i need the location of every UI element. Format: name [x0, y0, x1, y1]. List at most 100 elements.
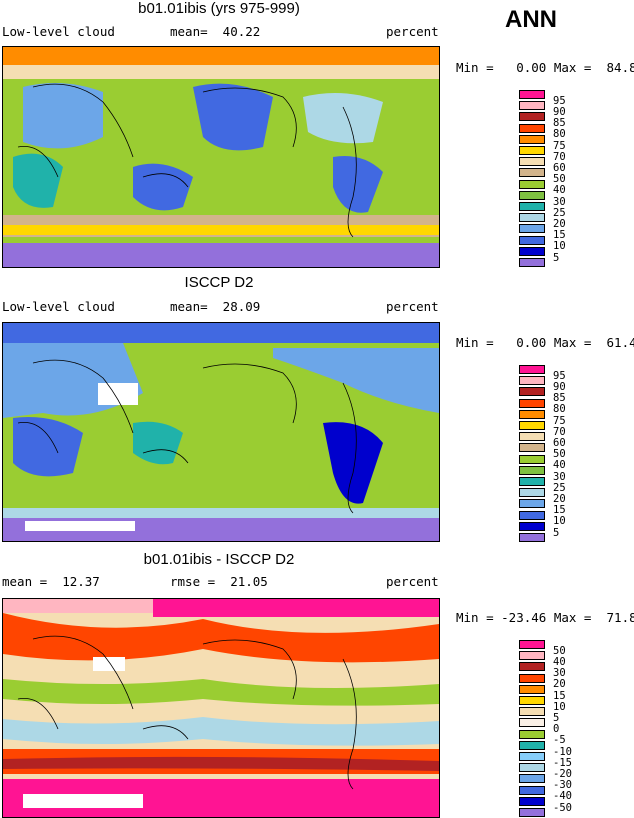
colorbar-swatch [519, 533, 545, 542]
colorbar-tick-label: -10 [553, 745, 572, 758]
colorbar-tick-label: 90 [553, 105, 566, 118]
colorbar-swatch [519, 707, 545, 717]
colorbar-swatch [519, 213, 545, 223]
colorbar-swatch [519, 376, 545, 386]
colorbar-swatch [519, 796, 545, 806]
colorbar-swatch [519, 651, 545, 661]
colorbar-tick-label: 20 [553, 492, 566, 505]
colorbar-swatch [519, 510, 545, 520]
colorbar-swatch [519, 684, 545, 694]
colorbar-swatch [519, 90, 545, 99]
colorbar-swatch [519, 258, 545, 267]
colorbar-swatch [519, 443, 545, 453]
colorbar-swatch [519, 224, 545, 234]
colorbar-swatch [519, 488, 545, 498]
colorbar-swatch [519, 696, 545, 705]
colorbar-swatch [519, 454, 545, 464]
colorbar-swatch [519, 157, 545, 167]
colorbar-swatch [519, 246, 545, 256]
colorbar-tick-label: -50 [553, 801, 572, 814]
colorbar-tick-label: 10 [553, 240, 566, 253]
colorbar-tick-label: 20 [553, 678, 566, 691]
colorbar-tick-label: 20 [553, 217, 566, 230]
colorbar-swatch [519, 521, 545, 531]
colorbar-tick-label: 40 [553, 655, 566, 668]
colorbar-tick-label: 50 [553, 173, 566, 186]
colorbar-tick-label: 5 [553, 251, 560, 264]
colorbar-swatch [519, 146, 545, 155]
colorbar-swatch [519, 409, 545, 419]
colorbar-swatch [519, 729, 545, 739]
colorbar-tick-label: 50 [553, 644, 566, 657]
colorbar-swatch [519, 387, 545, 397]
colorbar-tick-label: 95 [553, 94, 566, 107]
colorbar-swatch [519, 640, 545, 649]
panel-1-mean-label: mean= 40.22 [170, 24, 261, 39]
colorbar-tick-label: -30 [553, 779, 572, 792]
colorbar-tick-label: 75 [553, 414, 566, 427]
colorbar-swatch [519, 123, 545, 133]
colorbar-tick-label: 85 [553, 117, 566, 130]
panel-1-title: b01.01ibis (yrs 975-999) [138, 0, 300, 17]
colorbar-tick-label: 75 [553, 139, 566, 152]
season-label: ANN [505, 6, 557, 33]
colorbar-swatch [519, 763, 545, 773]
colorbar-tick-label: 40 [553, 184, 566, 197]
panel-3-title: b01.01ibis - ISCCP D2 [143, 551, 295, 568]
colorbar-swatch [519, 101, 545, 111]
colorbar-tick-label: 25 [553, 481, 566, 494]
colorbar-swatch [519, 499, 545, 509]
colorbar-swatch [519, 740, 545, 750]
panel-2-variable-label: Low-level cloud [2, 299, 115, 314]
colorbar-swatch [519, 134, 545, 144]
colorbar-tick-label: -20 [553, 767, 572, 780]
colorbar-tick-label: 85 [553, 392, 566, 405]
colorbar-tick-label: -40 [553, 790, 572, 803]
colorbar-swatch [519, 718, 545, 728]
colorbar-tick-label: 5 [553, 526, 560, 539]
colorbar-tick-label: 15 [553, 504, 566, 517]
colorbar-swatch [519, 432, 545, 442]
colorbar-swatch [519, 808, 545, 817]
panel-2-minmax: Min = 0.00 Max = 61.40 [456, 335, 634, 350]
colorbar-tick-label: 80 [553, 403, 566, 416]
panel-3-minmax: Min = -23.46 Max = 71.86 [456, 610, 634, 625]
colorbar-swatch [519, 774, 545, 784]
colorbar-swatch [519, 202, 545, 211]
colorbar-swatch [519, 421, 545, 430]
colorbar-tick-label: 90 [553, 380, 566, 393]
colorbar-swatch [519, 465, 545, 475]
colorbar-tick-label: 30 [553, 470, 566, 483]
colorbar-swatch [519, 179, 545, 189]
panel-2-title: ISCCP D2 [184, 274, 254, 291]
colorbar-tick-label: 5 [553, 711, 560, 724]
colorbar-swatch [519, 398, 545, 408]
colorbar-swatch [519, 477, 545, 486]
colorbar-swatch [519, 752, 545, 761]
colorbar-swatch [519, 235, 545, 245]
panel-3-map [2, 598, 440, 818]
colorbar-tick-label: 15 [553, 229, 566, 242]
panel-2-mean-label: mean= 28.09 [170, 299, 261, 314]
panel-2-units-label: percent [386, 299, 439, 314]
panel-1-variable-label: Low-level cloud [2, 24, 115, 39]
colorbar-swatch [519, 785, 545, 795]
colorbar-swatch [519, 365, 545, 374]
colorbar-tick-label: 40 [553, 459, 566, 472]
colorbar-swatch [519, 662, 545, 672]
colorbar-swatch [519, 190, 545, 200]
colorbar-tick-label: 15 [553, 689, 566, 702]
panel-1-map [2, 46, 440, 268]
colorbar-swatch [519, 112, 545, 122]
panel-3-mean-label: mean = 12.37 [2, 574, 100, 589]
colorbar-tick-label: 50 [553, 448, 566, 461]
panel-1-units-label: percent [386, 24, 439, 39]
panel-3-units-label: percent [386, 574, 439, 589]
colorbar-tick-label: 0 [553, 723, 560, 736]
colorbar-tick-label: 25 [553, 206, 566, 219]
colorbar-tick-label: 95 [553, 369, 566, 382]
colorbar-tick-label: 70 [553, 150, 566, 163]
panel-2-map [2, 322, 440, 542]
panel-3-rmse-label: rmse = 21.05 [170, 574, 268, 589]
colorbar-tick-label: 80 [553, 128, 566, 141]
